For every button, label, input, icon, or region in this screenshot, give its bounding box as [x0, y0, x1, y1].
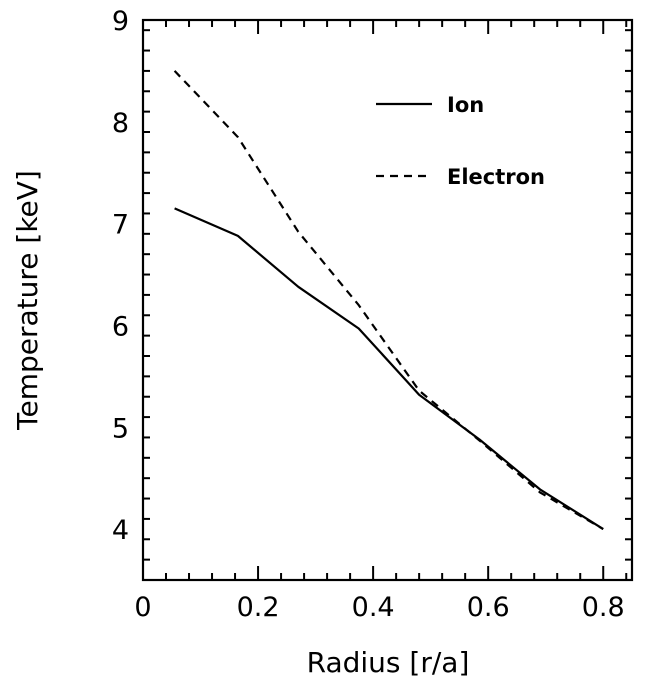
- x-tick-label: 0.2: [237, 592, 280, 623]
- plot-frame: [141, 18, 634, 582]
- y-tick-label: 6: [112, 311, 129, 342]
- y-tick-label: 8: [112, 108, 129, 139]
- series-line-electron: [173, 70, 604, 531]
- y-axis-title: Temperature [keV]: [11, 170, 44, 431]
- x-tick-label: 0: [134, 592, 151, 623]
- y-tick-label: 9: [112, 6, 129, 37]
- x-tick-label: 0.8: [582, 592, 625, 623]
- y-tick-label: 4: [112, 515, 129, 546]
- series-line-ion: [174, 207, 604, 531]
- legend-label-ion: Ion: [447, 93, 484, 117]
- x-tick-label: 0.4: [352, 592, 395, 623]
- legend-label-electron: Electron: [447, 165, 545, 189]
- x-tick-label: 0.6: [467, 592, 510, 623]
- x-axis-title: Radius [r/a]: [307, 646, 470, 679]
- y-tick-label: 7: [112, 210, 129, 241]
- y-tick-label: 5: [112, 413, 129, 444]
